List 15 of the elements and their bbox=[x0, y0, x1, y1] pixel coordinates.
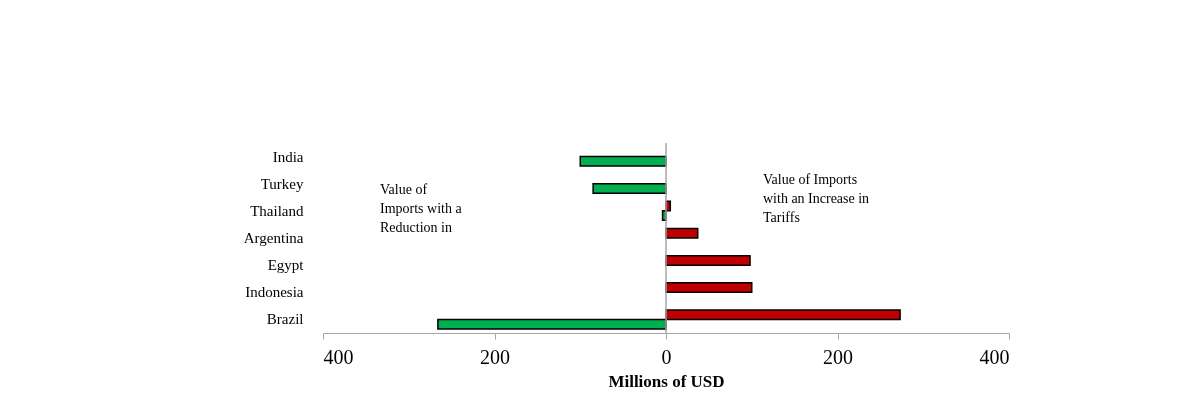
y-tick-label: Egypt bbox=[267, 257, 305, 274]
annotation: Value of Imports with a Reduction in bbox=[380, 182, 463, 235]
y-tick-label: Indonesia bbox=[245, 284, 304, 301]
y-tick-label: Turkey bbox=[260, 175, 304, 192]
x-tick-label: 200 bbox=[823, 345, 853, 368]
x-tick-label: 400 bbox=[323, 345, 354, 368]
y-tick-label: Brazil bbox=[266, 311, 304, 328]
x-tick-label: 0 bbox=[661, 345, 672, 368]
y-tick-label: Argentina bbox=[243, 230, 304, 246]
x-tick-label: 200 bbox=[480, 345, 510, 368]
x-tick-label: 400 bbox=[979, 345, 1010, 368]
x-axis-title: Millions of USD bbox=[608, 371, 725, 391]
y-tick-label: Thailand bbox=[250, 202, 304, 219]
annotation: Value of Imports with an Increase in Tariffs bbox=[763, 172, 870, 225]
y-tick-label: India bbox=[272, 148, 304, 165]
